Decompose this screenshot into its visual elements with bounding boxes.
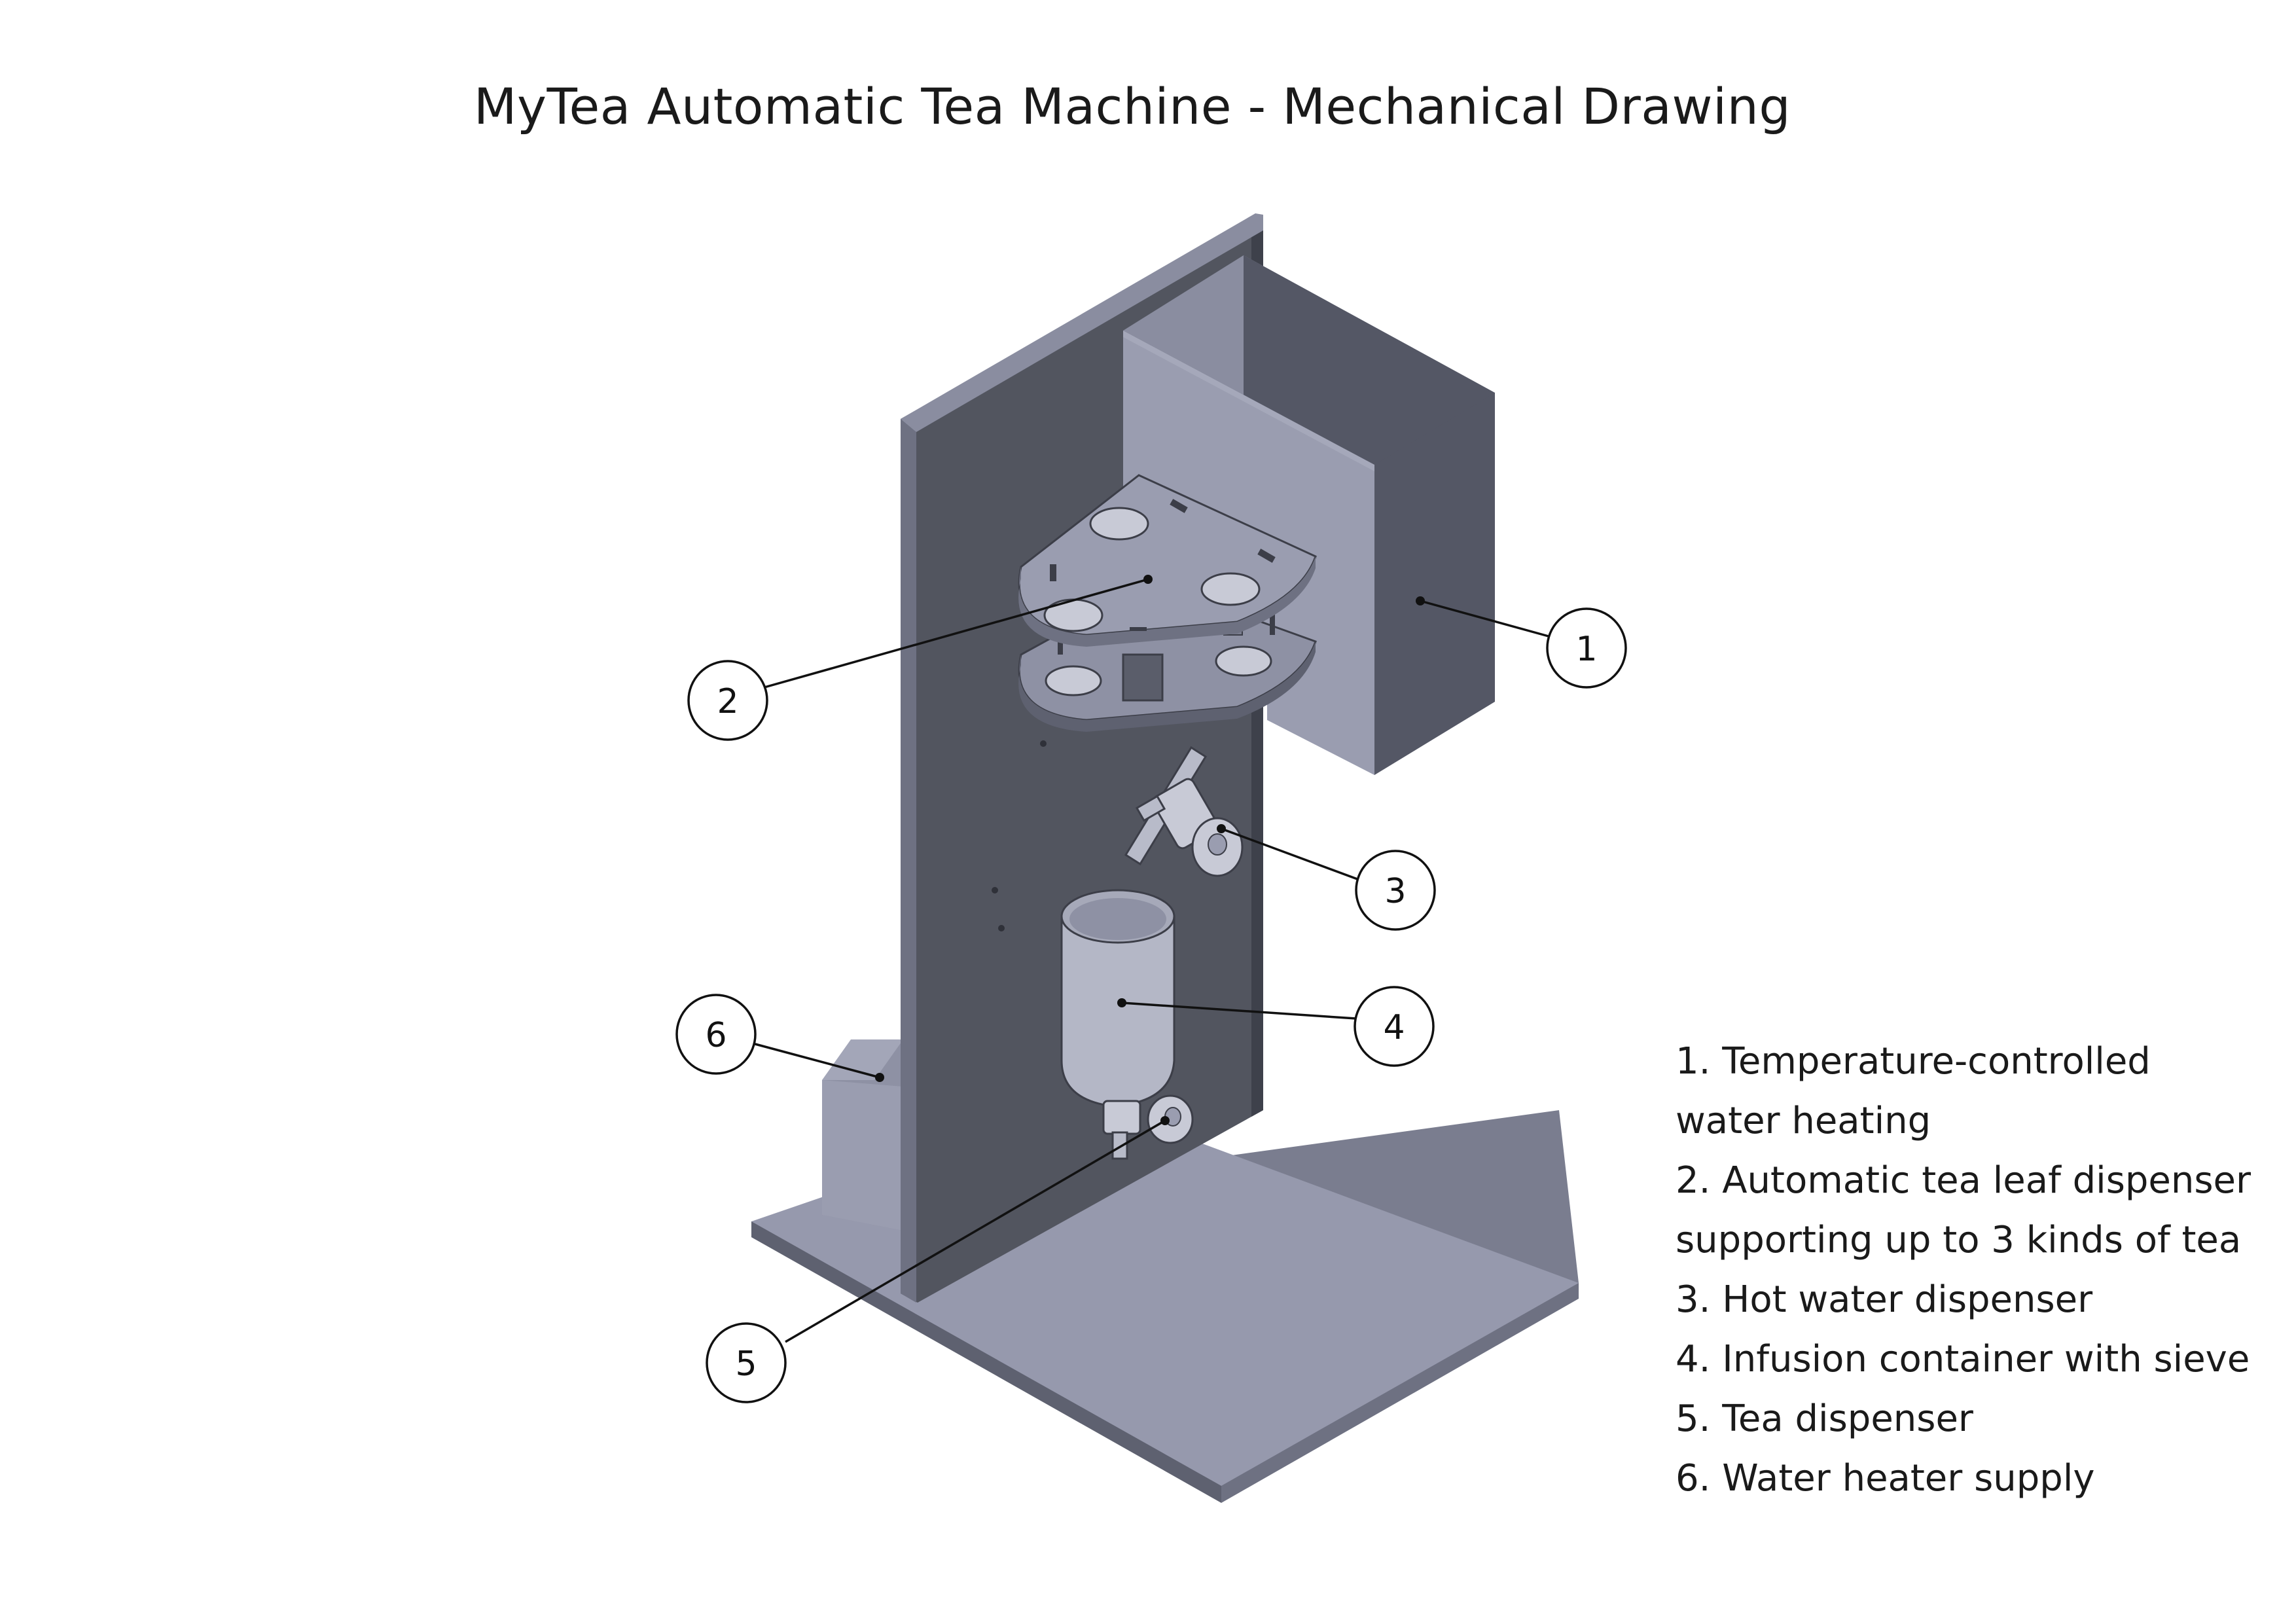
- callout-3-number: 3: [1384, 872, 1406, 911]
- callout-2: 2: [687, 660, 768, 741]
- callout-6-number: 6: [705, 1016, 726, 1055]
- legend-item-2-line1: 2. Automatic tea leaf dispenser: [1676, 1159, 2251, 1202]
- callout-1: 1: [1546, 607, 1627, 689]
- infusion-container: [1060, 889, 1175, 1108]
- mounting-holes: [992, 740, 1047, 931]
- parts-legend: 1. Temperature-controlled water heating …: [1676, 1032, 2278, 1508]
- legend-item-2: 2. Automatic tea leaf dispenser supporti…: [1676, 1151, 2278, 1270]
- legend-item-6-line1: 6. Water heater supply: [1676, 1457, 2095, 1500]
- legend-item-4-line1: 4. Infusion container with sieve: [1676, 1338, 2250, 1380]
- water-heater-supply-box: [822, 1039, 903, 1231]
- legend-item-5: 5. Tea dispenser: [1676, 1389, 2278, 1449]
- callout-5-number: 5: [735, 1344, 757, 1384]
- tea-dispenser-valve: [1102, 1094, 1194, 1160]
- callout-6: 6: [675, 994, 757, 1075]
- legend-item-1-line1: 1. Temperature-controlled: [1676, 1040, 2151, 1083]
- leader-dots: [875, 575, 1425, 1125]
- callout-1-number: 1: [1575, 630, 1597, 669]
- legend-item-2-line2: supporting up to 3 kinds of tea: [1676, 1219, 2242, 1261]
- callout-4: 4: [1354, 986, 1435, 1067]
- legend-item-4: 4. Infusion container with sieve: [1676, 1329, 2278, 1389]
- callout-2-number: 2: [717, 682, 738, 721]
- legend-item-1: 1. Temperature-controlled water heating: [1676, 1032, 2278, 1151]
- legend-item-3-line1: 3. Hot water dispenser: [1676, 1278, 2093, 1321]
- page-title: MyTea Automatic Tea Machine - Mechanical…: [473, 77, 1791, 135]
- legend-item-1-line2: water heating: [1676, 1100, 1931, 1142]
- callout-4-number: 4: [1383, 1008, 1405, 1047]
- callouts: [752, 578, 1549, 1343]
- legend-item-3: 3. Hot water dispenser: [1676, 1270, 2278, 1329]
- callout-5: 5: [706, 1322, 787, 1403]
- legend-item-6: 6. Water heater supply: [1676, 1449, 2278, 1508]
- callout-3: 3: [1355, 850, 1436, 931]
- legend-item-5-line1: 5. Tea dispenser: [1676, 1398, 1973, 1440]
